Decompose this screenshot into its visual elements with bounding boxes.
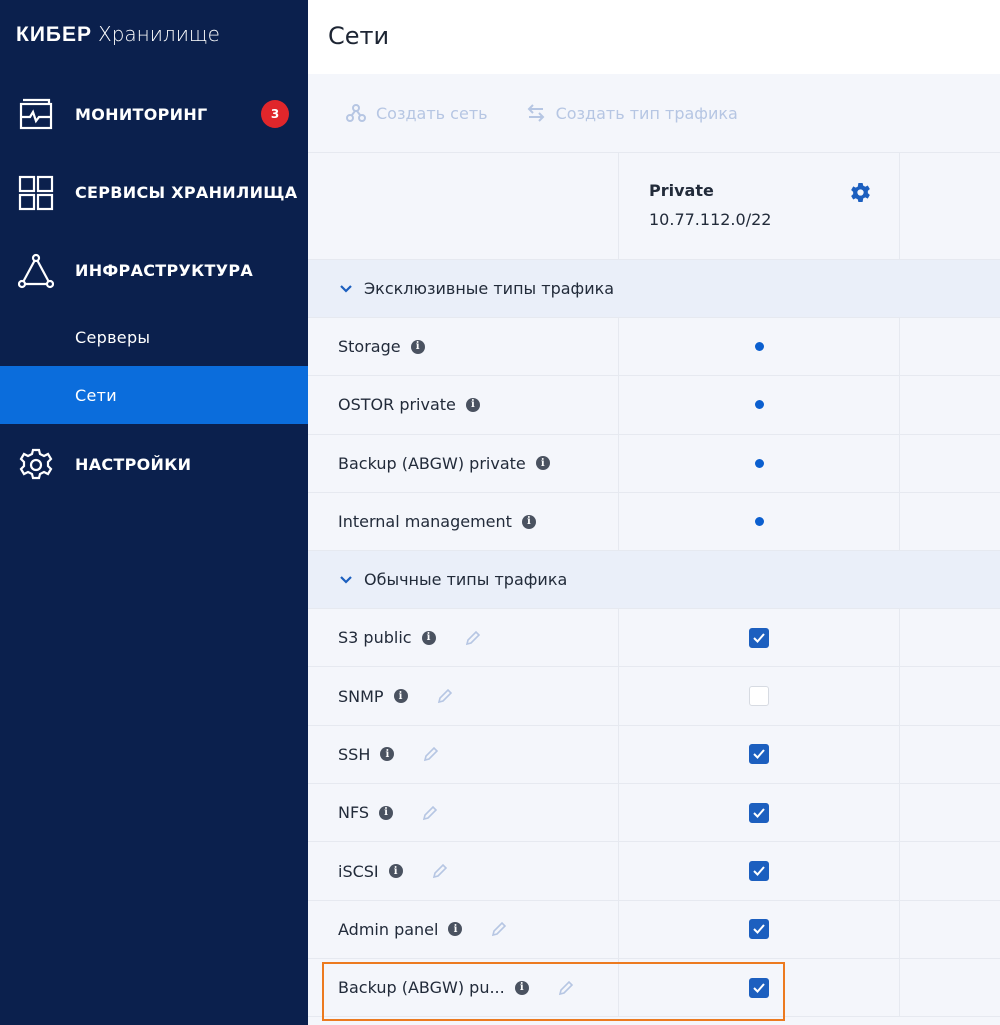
sidebar-item-servers[interactable]: Серверы (75, 327, 151, 347)
chevron-down-icon (340, 284, 352, 293)
traffic-row: Internal management i (308, 492, 1000, 552)
traffic-row: Admin panel i (308, 900, 1000, 959)
traffic-type-name: Storage (338, 337, 401, 357)
toolbar: Создать сеть Создать тип трафика (308, 74, 1000, 152)
traffic-grid: Private 10.77.112.0/22 Эксклюзивные типы… (308, 152, 1000, 1018)
traffic-row: iSCSI i (308, 842, 1000, 901)
traffic-type-name: iSCSI (338, 861, 379, 881)
network-name: Private (649, 181, 714, 200)
traffic-type-name: SSH (338, 744, 371, 764)
sidebar-item-infrastructure[interactable]: ИНФРАСТРУКТУРА (0, 241, 308, 299)
traffic-checkbox[interactable] (749, 744, 769, 765)
sidebar-item-storage-services[interactable]: СЕРВИСЫ ХРАНИЛИЩА (0, 163, 308, 221)
assigned-dot (754, 400, 764, 410)
section-header[interactable]: Эксклюзивные типы трафика (308, 260, 1000, 318)
gear-icon (19, 448, 53, 480)
sidebar-item-networks[interactable]: Сети (0, 366, 308, 424)
edit-icon[interactable] (421, 804, 439, 822)
edit-icon[interactable] (557, 979, 575, 997)
info-icon[interactable]: i (514, 980, 529, 995)
logo: КИБЕР Хранилище (16, 22, 220, 46)
network-cidr: 10.77.112.0/22 (649, 210, 772, 229)
monitor-icon (19, 98, 53, 130)
assigned-dot (754, 517, 764, 527)
sidebar: КИБЕР Хранилище МОНИТОРИНГ 3 СЕРВИСЫ ХРАН… (0, 0, 308, 1025)
sidebar-item-settings[interactable]: НАСТРОЙКИ (0, 435, 308, 493)
traffic-row: SNMP i (308, 667, 1000, 726)
traffic-type-name: Backup (ABGW) pu... (338, 978, 505, 998)
notification-badge: 3 (261, 100, 289, 128)
create-traffic-type-button[interactable]: Создать тип трафика (526, 103, 738, 123)
traffic-row: SSH i (308, 725, 1000, 785)
traffic-type-name: SNMP (338, 686, 384, 706)
triangle-nodes-icon (18, 253, 54, 289)
edit-icon[interactable] (436, 687, 454, 705)
traffic-row: OSTOR private i (308, 376, 1000, 435)
network-header-row: Private 10.77.112.0/22 (308, 153, 1000, 260)
sidebar-item-monitoring[interactable]: МОНИТОРИНГ 3 (0, 85, 308, 143)
page-title: Сети (328, 22, 390, 50)
grid-icon (18, 175, 54, 211)
edit-icon[interactable] (422, 745, 440, 763)
traffic-type-name: OSTOR private (338, 395, 456, 415)
traffic-row: NFS i (308, 784, 1000, 843)
info-icon[interactable]: i (410, 339, 425, 354)
section-header[interactable]: Обычные типы трафика (308, 551, 1000, 610)
info-icon[interactable]: i (379, 805, 394, 820)
info-icon[interactable]: i (448, 922, 463, 937)
assigned-dot (754, 342, 764, 352)
traffic-checkbox[interactable] (749, 802, 769, 823)
traffic-row: Backup (ABGW) pu... i (308, 958, 1000, 1018)
edit-icon[interactable] (464, 629, 482, 647)
chevron-down-icon (340, 575, 352, 584)
network-column-private: Private 10.77.112.0/22 (619, 153, 900, 259)
traffic-type-name: Internal management (338, 512, 512, 532)
traffic-type-name: S3 public (338, 628, 412, 648)
info-icon[interactable]: i (535, 456, 550, 471)
create-network-button[interactable]: Создать сеть (346, 103, 488, 123)
info-icon[interactable]: i (393, 689, 408, 704)
swap-arrows-icon (527, 104, 544, 122)
traffic-checkbox[interactable] (749, 861, 769, 882)
traffic-type-name: Admin panel (338, 919, 439, 939)
network-icon (346, 104, 366, 122)
traffic-checkbox[interactable] (749, 686, 769, 707)
traffic-type-name: Backup (ABGW) private (338, 453, 526, 473)
info-icon[interactable]: i (521, 514, 536, 529)
traffic-row: Storage i (308, 318, 1000, 377)
edit-icon[interactable] (490, 920, 508, 938)
info-icon[interactable]: i (388, 864, 403, 879)
traffic-type-name: NFS (338, 803, 370, 823)
assigned-dot (754, 458, 764, 468)
traffic-checkbox[interactable] (749, 977, 769, 998)
traffic-row: Backup (ABGW) private i (308, 434, 1000, 493)
gear-icon[interactable] (850, 182, 871, 203)
traffic-checkbox[interactable] (749, 919, 769, 940)
page-header: Сети (308, 0, 1000, 74)
traffic-row: S3 public i (308, 609, 1000, 668)
info-icon[interactable]: i (380, 747, 395, 762)
traffic-checkbox[interactable] (749, 627, 769, 648)
edit-icon[interactable] (431, 862, 449, 880)
info-icon[interactable]: i (465, 397, 480, 412)
info-icon[interactable]: i (421, 630, 436, 645)
